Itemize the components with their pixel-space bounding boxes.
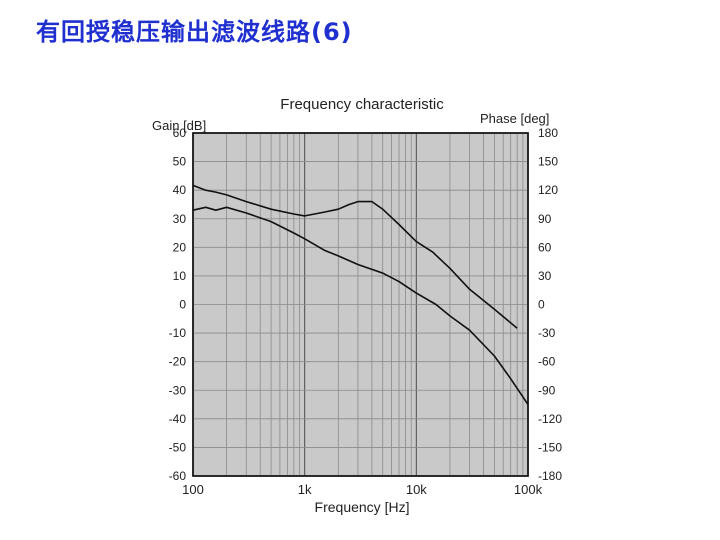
y2-tick-label: 120: [538, 183, 558, 197]
gain-series-line: [192, 206, 529, 405]
plot-area: [192, 132, 529, 477]
y2-tick-label: 0: [538, 298, 545, 312]
y-tick-label: 30: [173, 212, 187, 226]
y-tick-label: 40: [173, 183, 187, 197]
x-tick-label: 100: [182, 482, 204, 497]
y-tick-label: -10: [169, 326, 187, 340]
y-axis-label: Gain [dB]: [152, 118, 206, 133]
y-tick-label: 60: [173, 126, 187, 140]
phase-series-line: [192, 184, 518, 329]
y2-tick-label: 30: [538, 269, 552, 283]
y2-tick-label: -90: [538, 383, 556, 397]
x-axis-label: Frequency [Hz]: [315, 499, 410, 515]
y2-tick-label: 90: [538, 212, 552, 226]
y-tick-label: -50: [169, 440, 187, 454]
y-tick-label: -30: [169, 383, 187, 397]
y2-tick-label: 60: [538, 240, 552, 254]
y-tick-label: -40: [169, 412, 187, 426]
y2-tick-label: -120: [538, 412, 562, 426]
y-tick-label: -20: [169, 355, 187, 369]
axis-ticks: 6050403020100-10-20-30-40-50-60180150120…: [169, 126, 563, 497]
slide-title: 有回授稳压输出滤波线路(6): [36, 18, 353, 46]
y2-tick-label: -180: [538, 469, 562, 483]
y2-tick-label: -30: [538, 326, 556, 340]
y-tick-label: 0: [179, 298, 186, 312]
y-tick-label: 50: [173, 155, 187, 169]
y-tick-label: -60: [169, 469, 187, 483]
chart-title: Frequency characteristic: [280, 96, 444, 113]
x-tick-label: 1k: [298, 482, 312, 497]
y2-tick-label: 150: [538, 155, 558, 169]
y2-tick-label: 180: [538, 126, 558, 140]
y2-axis-label: Phase [deg]: [480, 111, 549, 126]
y2-tick-label: -150: [538, 440, 562, 454]
y-tick-label: 20: [173, 240, 187, 254]
x-tick-label: 10k: [406, 482, 427, 497]
x-tick-label: 100k: [514, 482, 543, 497]
y2-tick-label: -60: [538, 355, 556, 369]
y-tick-label: 10: [173, 269, 187, 283]
plot-frame: [192, 132, 529, 477]
series-group: [192, 184, 529, 405]
